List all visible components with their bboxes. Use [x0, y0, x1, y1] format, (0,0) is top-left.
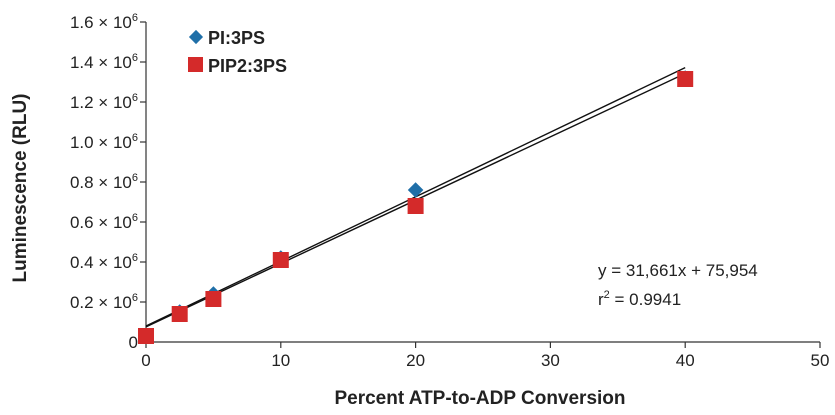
x-tick-label: 20: [406, 351, 425, 370]
legend-marker-square: [188, 57, 203, 72]
x-axis-label: Percent ATP-to-ADP Conversion: [334, 388, 625, 409]
y-tick-label: 1.6 × 106: [70, 12, 138, 32]
data-point-pip23ps: [171, 306, 188, 322]
data-point-pip23ps: [407, 198, 424, 214]
x-tick-label: 40: [676, 351, 695, 370]
y-tick-label: 1.4 × 106: [70, 52, 138, 72]
r-squared-text: r2 = 0.9941: [598, 289, 681, 309]
equation-text: y = 31,661x + 75,954: [598, 261, 758, 280]
x-tick-label: 10: [271, 351, 290, 370]
legend-marker-diamond: [188, 29, 204, 45]
x-tick-label: 30: [541, 351, 560, 370]
y-tick-label: 0.2 × 106: [70, 292, 138, 312]
data-point-pip23ps: [205, 291, 222, 307]
data-point-pip23ps: [138, 328, 154, 344]
tick-labels: 0 10 20 30 40 50 0 0.2 × 106 0.4 × 106 0.6 × 106 0…: [70, 12, 830, 370]
r-squared-sup: 2: [604, 289, 610, 301]
y-tick-label: 0.8 × 106: [70, 172, 138, 192]
x-tick-label: 0: [141, 351, 150, 370]
y-tick-label: 1.2 × 106: [70, 92, 138, 112]
y-tick-label: 1.0 × 106: [70, 132, 138, 152]
legend: PI:3PS PIP2:3PS: [188, 28, 287, 76]
legend-label-pip23ps: PIP2:3PS: [208, 56, 287, 76]
y-tick-label: 0: [129, 333, 138, 352]
legend-item-pip23ps: PIP2:3PS: [188, 56, 287, 76]
y-tick-label: 0.6 × 106: [70, 212, 138, 232]
y-tick-label: 0.4 × 106: [70, 252, 138, 272]
data-point-pip23ps: [272, 252, 289, 268]
r-squared-prefix: r: [598, 290, 604, 309]
axes: [140, 21, 821, 348]
r-squared-value: = 0.9941: [610, 290, 681, 309]
data-points: [138, 70, 694, 344]
legend-label-pi3ps: PI:3PS: [208, 28, 265, 48]
legend-item-pi3ps: PI:3PS: [188, 28, 265, 48]
data-point-pip23ps: [677, 71, 694, 87]
data-point-pi3ps: [407, 182, 424, 198]
y-axis-label: Luminescence (RLU): [10, 94, 31, 283]
regression-annotation: y = 31,661x + 75,954 r2 = 0.9941: [598, 261, 758, 309]
x-tick-label: 50: [811, 351, 830, 370]
